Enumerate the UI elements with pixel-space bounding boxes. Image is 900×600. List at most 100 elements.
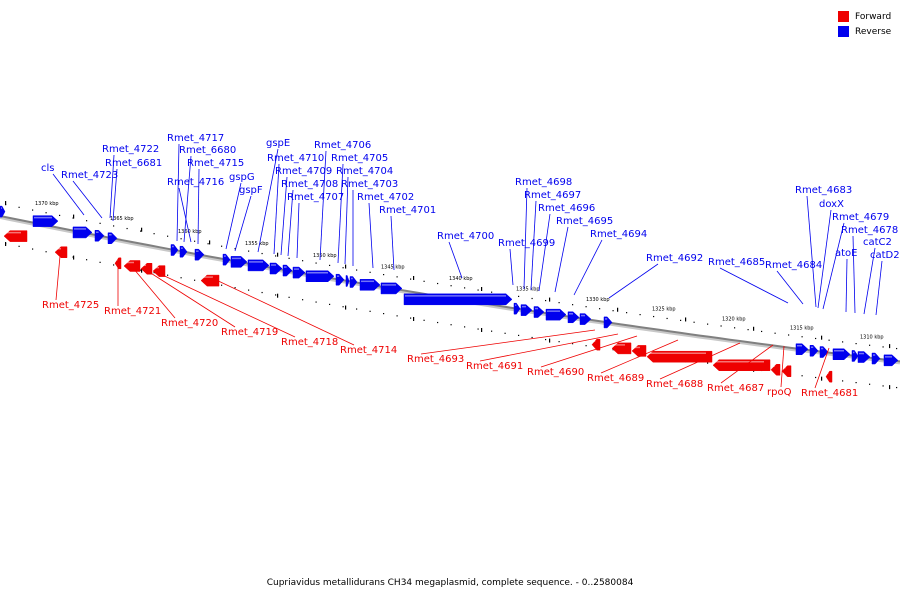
- forward-gene-leader: [420, 329, 596, 355]
- minor-tick: [167, 274, 169, 276]
- minor-tick: [707, 323, 709, 325]
- reverse-gene-label: gspE: [266, 138, 290, 149]
- major-tick: [753, 326, 755, 331]
- minor-tick: [464, 287, 466, 289]
- major-tick: [73, 214, 75, 219]
- reverse-gene-label: Rmet_4698: [515, 177, 572, 188]
- minor-tick: [693, 321, 695, 323]
- reverse-gene-arrow: [520, 304, 533, 316]
- tick-label: 1365 kbp: [110, 216, 134, 222]
- reverse-gene-label: Rmet_4685: [708, 257, 765, 268]
- forward-gene-arrow: [770, 364, 781, 376]
- tick-label: 1330 kbp: [586, 297, 610, 303]
- minor-tick: [45, 251, 47, 253]
- reverse-gene-leader: [183, 155, 192, 243]
- reverse-gene-label: Rmet_4710: [267, 153, 324, 164]
- forward-gene-label: Rmet_4714: [340, 345, 397, 356]
- major-tick: [73, 255, 75, 260]
- minor-tick: [288, 257, 290, 259]
- forward-gene-arrow: [631, 345, 647, 357]
- reverse-gene-arrow: [349, 276, 358, 288]
- minor-tick: [801, 336, 803, 338]
- minor-tick: [234, 248, 236, 250]
- forward-gene-leader: [479, 333, 619, 362]
- reverse-gene-arrow: [179, 245, 188, 258]
- reverse-gene-label: Rmet_4678: [841, 225, 898, 236]
- reverse-gene-arrow: [851, 350, 859, 362]
- reverse-gene-arrow: [545, 308, 567, 321]
- reverse-gene-arrow: [94, 229, 105, 242]
- minor-tick: [720, 325, 722, 327]
- minor-tick: [518, 295, 520, 298]
- minor-tick: [666, 317, 668, 320]
- forward-gene-leader: [540, 335, 638, 368]
- minor-tick: [410, 317, 412, 319]
- minor-tick: [491, 291, 493, 293]
- forward-gene-label: Rmet_4681: [801, 388, 858, 399]
- reverse-gene-leader: [390, 215, 395, 271]
- minor-tick: [761, 330, 763, 333]
- minor-tick: [315, 301, 317, 303]
- reverse-gene-arrow: [533, 306, 545, 318]
- forward-gene-leader: [659, 342, 741, 380]
- reverse-gene-arrow: [403, 293, 513, 306]
- reverse-gene-label: catC2: [863, 237, 892, 248]
- reverse-gene-label: Rmet_4696: [538, 203, 595, 214]
- reverse-gene-label: Rmet_4715: [187, 158, 244, 169]
- forward-gene-leader: [55, 255, 61, 301]
- minor-tick: [531, 297, 533, 300]
- reverse-gene-leader: [368, 202, 374, 269]
- reverse-gene-arrow: [335, 273, 345, 286]
- minor-tick: [288, 296, 290, 298]
- reverse-gene-arrow: [32, 215, 59, 227]
- minor-tick: [869, 344, 871, 346]
- reverse-gene-leader: [863, 247, 876, 315]
- reverse-gene-label: Rmet_4716: [167, 177, 224, 188]
- major-tick: [821, 335, 823, 340]
- major-tick: [549, 297, 551, 302]
- minor-tick: [275, 255, 277, 257]
- reverse-gene-arrow: [230, 256, 248, 268]
- minor-tick: [383, 274, 385, 276]
- minor-tick: [680, 319, 682, 321]
- forward-gene-arrow: [781, 365, 792, 377]
- minor-tick: [464, 326, 466, 328]
- minor-tick: [585, 306, 587, 308]
- minor-tick: [734, 327, 736, 329]
- forward-gene-arrow: [646, 350, 713, 363]
- legend-label-reverse: Reverse: [855, 26, 892, 37]
- reverse-gene-leader: [197, 168, 200, 245]
- forward-gene-arrow: [200, 274, 220, 287]
- reverse-gene-label: Rmet_4695: [556, 216, 613, 227]
- minor-tick: [423, 319, 425, 321]
- major-tick: [5, 201, 7, 206]
- forward-gene-leader: [814, 347, 830, 389]
- minor-tick: [612, 310, 614, 312]
- forward-swatch: [838, 11, 849, 22]
- reverse-gene-label: Rmet_4692: [646, 253, 703, 264]
- minor-tick: [261, 291, 263, 294]
- minor-tick: [113, 225, 115, 227]
- minor-tick: [194, 279, 196, 281]
- minor-tick: [518, 334, 520, 337]
- reverse-gene-leader: [72, 180, 103, 219]
- minor-tick: [801, 375, 803, 377]
- reverse-gene-label: gspF: [239, 185, 263, 196]
- minor-tick: [599, 308, 601, 310]
- reverse-gene-arrow: [809, 345, 819, 357]
- reverse-gene-label: gspG: [229, 172, 255, 183]
- reverse-gene-leader: [257, 148, 279, 253]
- reverse-gene-arrow: [819, 346, 829, 358]
- reverse-gene-arrow: [603, 316, 613, 329]
- minor-tick: [329, 303, 331, 306]
- minor-tick: [126, 227, 128, 230]
- reverse-gene-arrow: [832, 348, 851, 361]
- minor-tick: [356, 269, 358, 271]
- reverse-gene-arrow: [269, 262, 283, 275]
- reverse-gene-label: Rmet_4706: [314, 140, 371, 151]
- reverse-gene-leader: [52, 173, 85, 216]
- reverse-gene-leader: [608, 263, 659, 299]
- minor-tick: [180, 238, 182, 240]
- reverse-gene-leader: [776, 270, 804, 305]
- tick-label: 1310 kbp: [860, 334, 884, 340]
